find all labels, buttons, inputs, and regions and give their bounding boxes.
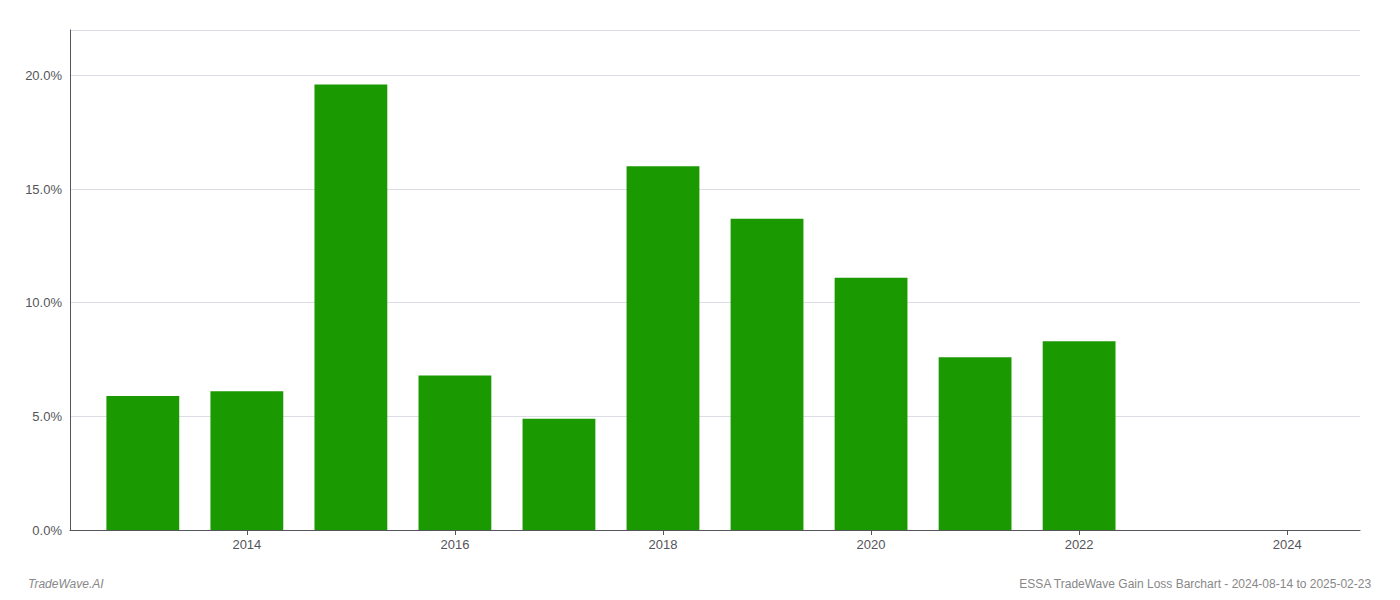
svg-text:ESSA TradeWave Gain Loss Barch: ESSA TradeWave Gain Loss Barchart - 2024…	[1019, 577, 1371, 591]
svg-text:2018: 2018	[649, 537, 678, 552]
svg-text:15.0%: 15.0%	[25, 182, 62, 197]
svg-text:2020: 2020	[857, 537, 886, 552]
svg-text:5.0%: 5.0%	[32, 409, 62, 424]
svg-text:2016: 2016	[440, 537, 469, 552]
svg-text:2014: 2014	[232, 537, 261, 552]
svg-text:20.0%: 20.0%	[25, 68, 62, 83]
svg-text:0.0%: 0.0%	[32, 523, 62, 538]
svg-text:TradeWave.AI: TradeWave.AI	[28, 577, 104, 591]
svg-text:2022: 2022	[1065, 537, 1094, 552]
svg-text:2024: 2024	[1273, 537, 1302, 552]
svg-text:10.0%: 10.0%	[25, 295, 62, 310]
